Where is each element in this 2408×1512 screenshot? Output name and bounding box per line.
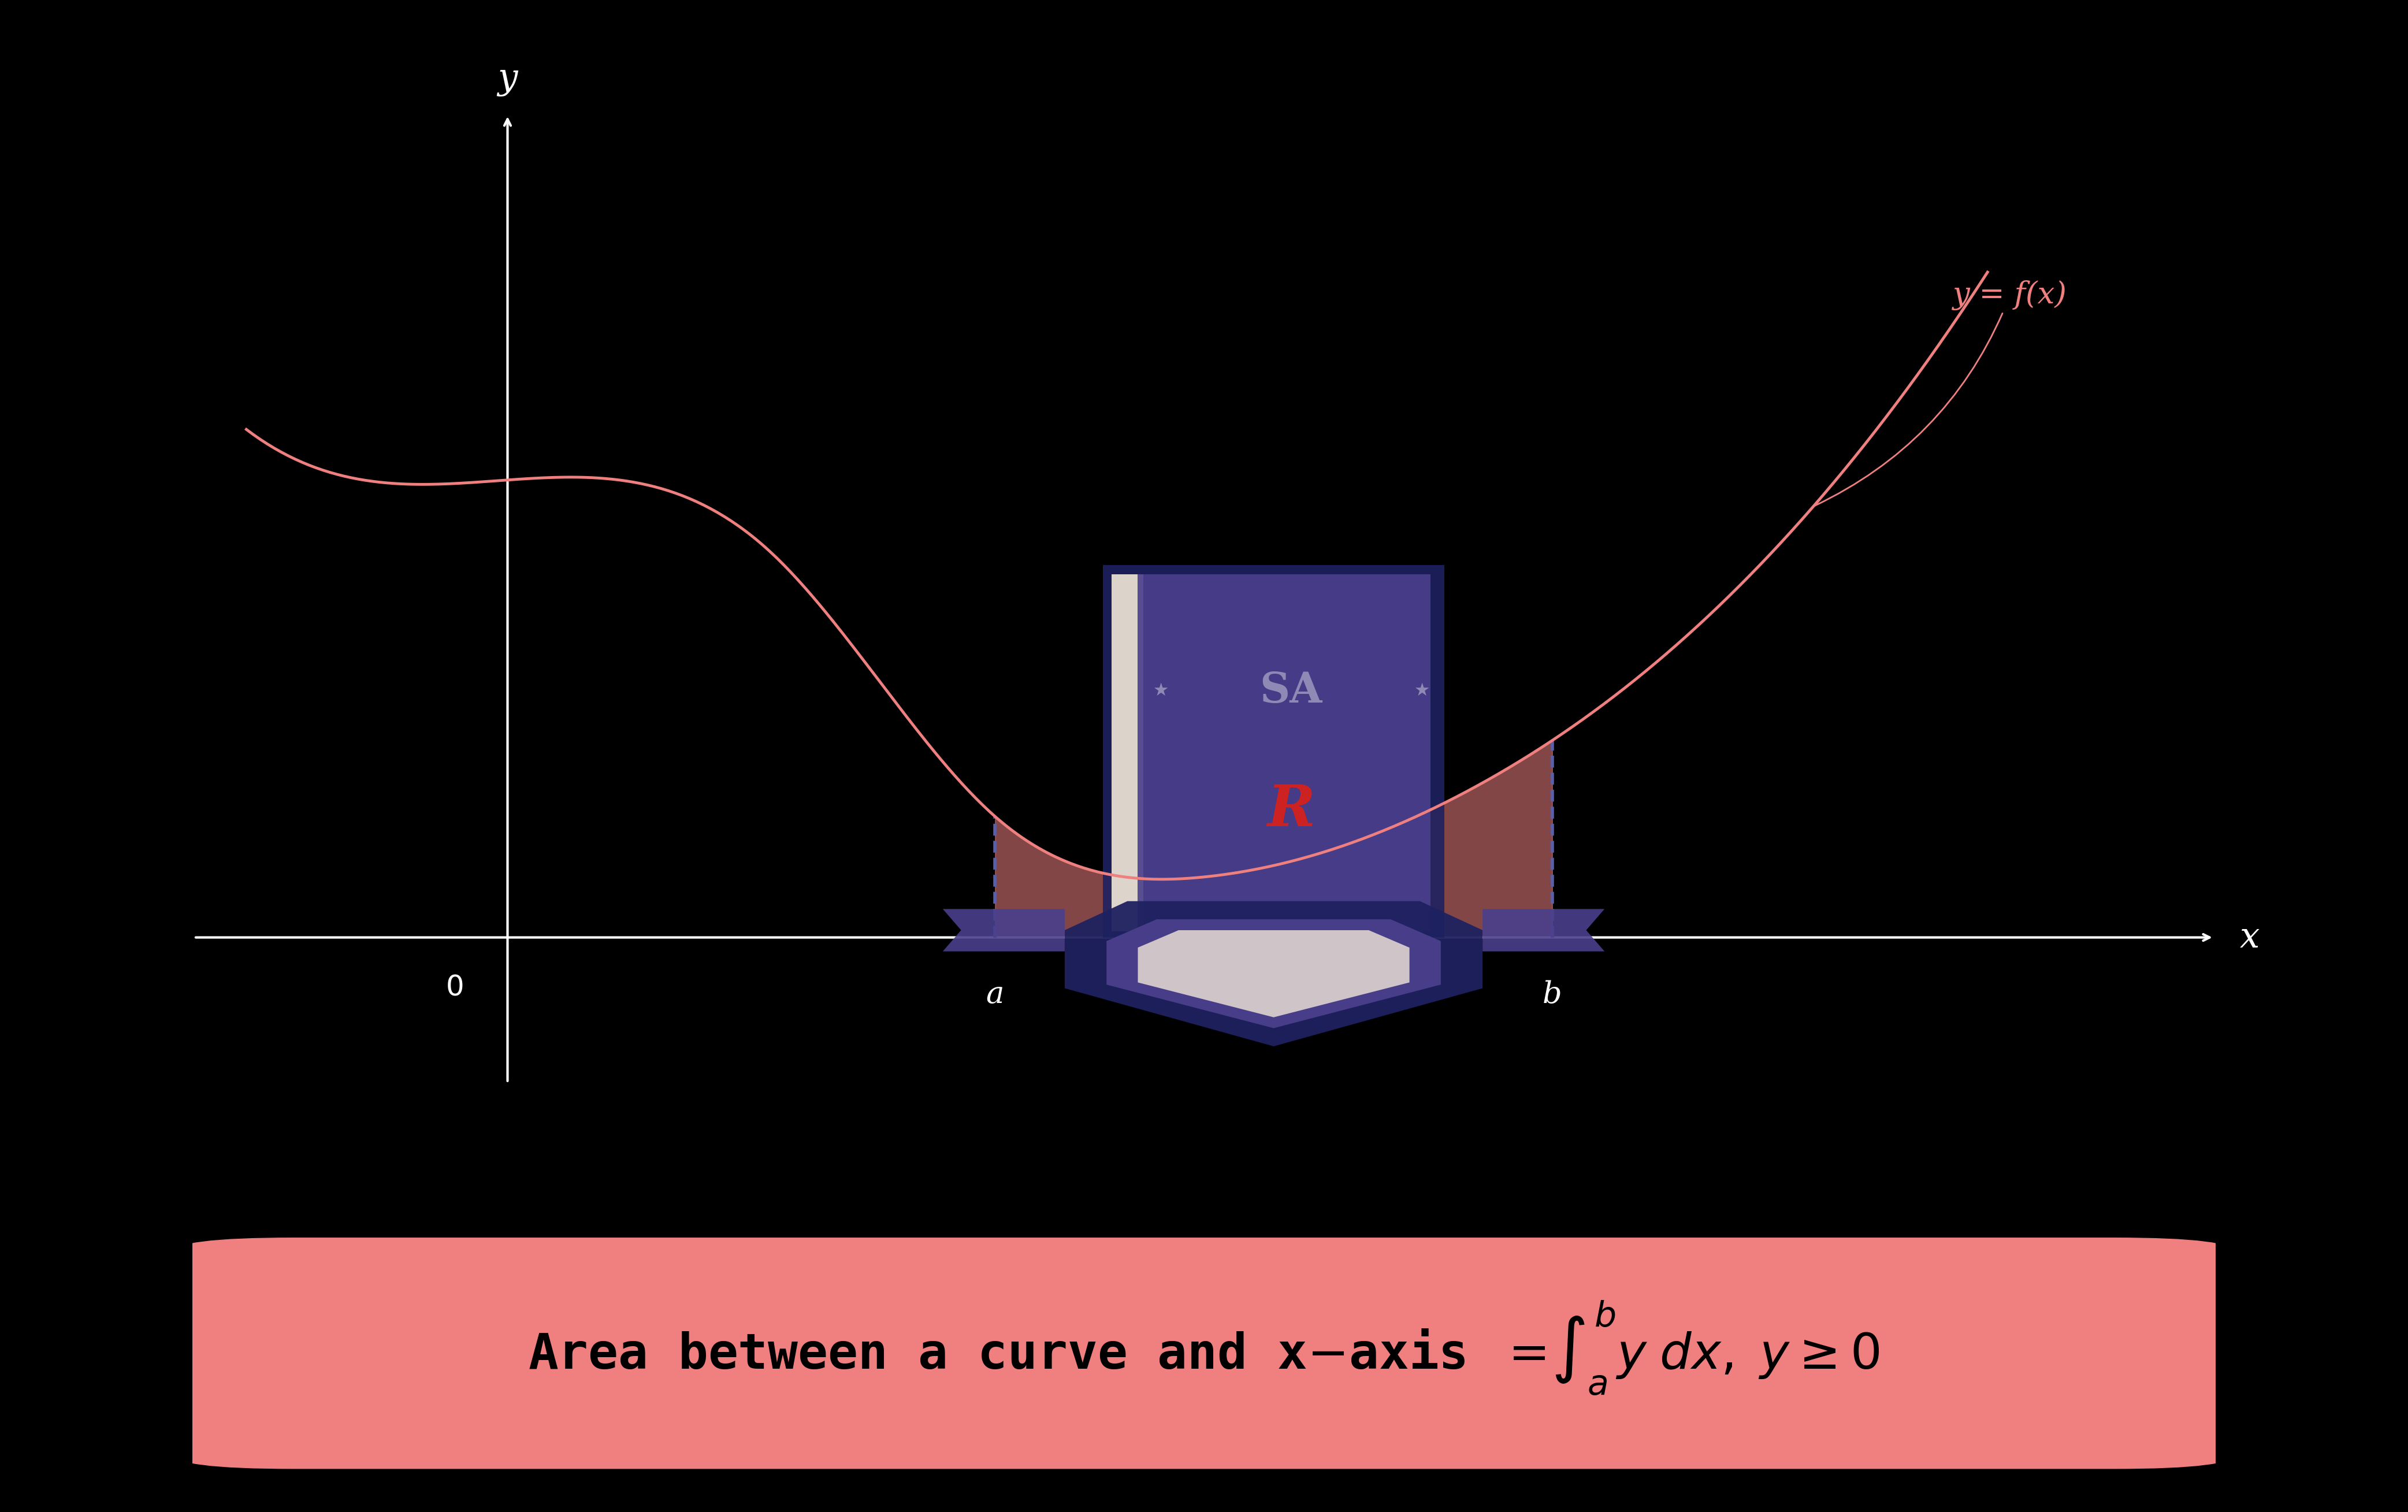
FancyBboxPatch shape	[173, 1237, 2235, 1470]
FancyBboxPatch shape	[1139, 575, 1430, 931]
Text: y: y	[498, 62, 518, 97]
Polygon shape	[1108, 919, 1440, 1028]
Text: SA: SA	[1259, 670, 1322, 711]
Text: ★: ★	[1153, 682, 1168, 699]
Text: 0: 0	[445, 974, 465, 1001]
Text: Area between a curve and x$-$axis $=\!\int_a^b y\;dx,\; y \geq 0$: Area between a curve and x$-$axis $=\!\i…	[527, 1299, 1881, 1397]
Text: ★: ★	[1413, 682, 1430, 699]
Text: y = f(x): y = f(x)	[1816, 280, 2066, 505]
FancyBboxPatch shape	[1112, 575, 1144, 931]
Text: x: x	[2239, 921, 2261, 954]
Text: R: R	[1267, 783, 1315, 838]
Polygon shape	[1064, 901, 1483, 1046]
Polygon shape	[944, 909, 1064, 951]
Text: b: b	[1544, 980, 1563, 1009]
Polygon shape	[1139, 930, 1409, 1018]
Text: a: a	[985, 980, 1004, 1009]
Polygon shape	[1483, 909, 1604, 951]
FancyBboxPatch shape	[1103, 565, 1445, 937]
